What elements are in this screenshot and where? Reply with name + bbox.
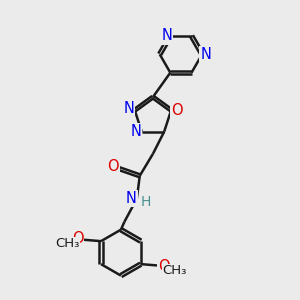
Text: O: O bbox=[107, 160, 119, 175]
Text: CH₃: CH₃ bbox=[55, 237, 80, 250]
Text: N: N bbox=[200, 47, 211, 62]
Text: O: O bbox=[72, 231, 83, 246]
Text: N: N bbox=[161, 28, 172, 44]
Text: H: H bbox=[141, 195, 152, 209]
Text: O: O bbox=[171, 103, 183, 118]
Text: N: N bbox=[130, 124, 141, 139]
Text: N: N bbox=[123, 101, 134, 116]
Text: CH₃: CH₃ bbox=[162, 264, 187, 278]
Text: O: O bbox=[158, 259, 170, 274]
Text: N: N bbox=[126, 191, 137, 206]
